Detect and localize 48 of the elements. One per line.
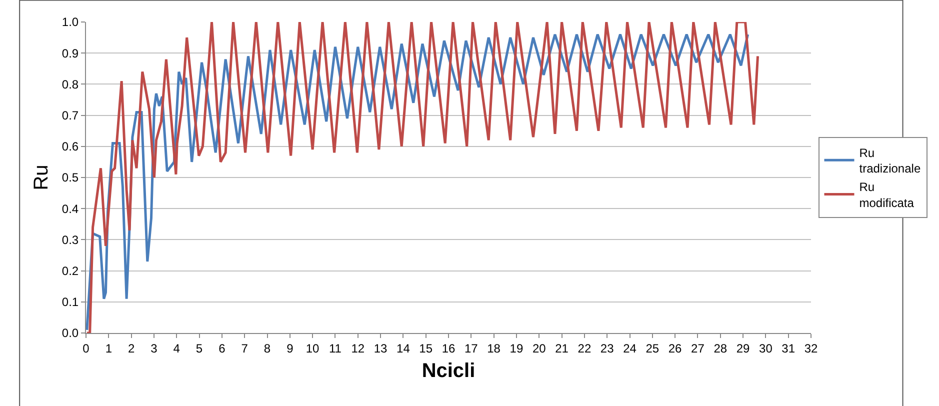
y-tick-label: 0.2 xyxy=(62,264,79,278)
x-tick-label: 14 xyxy=(396,341,410,356)
x-tick-label: 2 xyxy=(128,341,135,356)
x-tick-label: 12 xyxy=(351,341,365,356)
y-tick-label: 0.0 xyxy=(62,326,79,340)
y-tick-label: 1.0 xyxy=(62,15,79,30)
x-tick-label: 21 xyxy=(555,341,569,356)
x-tick-label: 9 xyxy=(286,341,294,356)
y-tick-label: 0.5 xyxy=(62,170,79,185)
x-tick-label: 6 xyxy=(218,341,226,356)
x-tick-label: 16 xyxy=(442,341,456,356)
x-tick-label: 23 xyxy=(600,341,614,356)
y-axis-title: Ru xyxy=(30,164,52,190)
y-tick-label: 0.9 xyxy=(62,46,79,60)
x-tick-label: 4 xyxy=(173,341,180,356)
x-tick-label: 11 xyxy=(328,341,342,356)
x-tick-label: 25 xyxy=(646,341,660,356)
x-tick-label: 27 xyxy=(691,341,705,356)
x-tick-label: 0 xyxy=(82,341,90,356)
x-tick-label: 32 xyxy=(804,341,818,356)
x-tick-label: 8 xyxy=(264,341,271,356)
legend-label: Ru tradizionale xyxy=(859,146,921,176)
x-tick-label: 13 xyxy=(374,341,388,356)
x-tick-label: 24 xyxy=(623,341,637,356)
x-tick-label: 10 xyxy=(306,341,320,356)
x-tick-label: 17 xyxy=(464,341,478,356)
x-tick-label: 15 xyxy=(419,341,433,356)
x-tick-label: 28 xyxy=(714,341,728,356)
x-tick-label: 1 xyxy=(105,341,112,356)
x-tick-label: 22 xyxy=(578,341,592,356)
x-tick-label: 7 xyxy=(241,341,248,356)
x-tick-label: 29 xyxy=(736,341,750,356)
y-tick-label: 0.4 xyxy=(62,202,79,216)
x-axis-title: Ncicli xyxy=(422,360,476,382)
y-tick-label: 0.1 xyxy=(62,295,79,310)
y-tick-label: 0.6 xyxy=(62,140,79,154)
x-tick-label: 18 xyxy=(487,341,501,356)
x-tick-label: 3 xyxy=(150,341,158,356)
x-tick-label: 31 xyxy=(782,341,796,356)
y-tick-label: 0.7 xyxy=(62,108,79,122)
x-tick-label: 19 xyxy=(510,341,524,356)
x-tick-label: 26 xyxy=(668,341,682,356)
x-tick-label: 20 xyxy=(532,341,546,356)
y-tick-label: 0.3 xyxy=(62,232,79,247)
legend-label: Ru modificata xyxy=(859,180,914,210)
y-tick-label: 0.8 xyxy=(62,77,79,92)
x-tick-label: 5 xyxy=(196,341,203,356)
x-tick-label: 30 xyxy=(759,341,773,356)
